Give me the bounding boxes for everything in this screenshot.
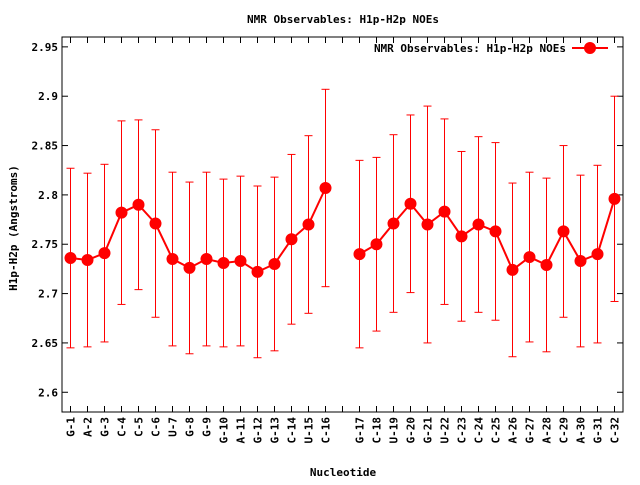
x-tick-label: G-1: [65, 417, 78, 437]
x-tick-label: G-12: [252, 417, 265, 444]
chart-title: NMR Observables: H1p-H2p NOEs: [247, 13, 439, 26]
data-point: [285, 233, 298, 246]
data-point: [353, 248, 366, 261]
x-tick-label: G-21: [422, 417, 435, 444]
data-point: [404, 197, 417, 210]
x-tick-label: U-15: [303, 417, 316, 444]
y-axis-label: H1p-H2p (Angstroms): [7, 165, 20, 291]
data-point: [421, 218, 434, 231]
x-tick-label: C-14: [286, 417, 299, 444]
x-tick-label: C-29: [558, 417, 571, 444]
x-tick-label: U-7: [167, 417, 180, 437]
data-point: [115, 206, 128, 219]
x-tick-label: C-32: [609, 417, 622, 444]
data-point: [217, 256, 230, 269]
data-point: [98, 247, 111, 260]
data-point: [574, 255, 587, 268]
plot-frame: [61, 36, 624, 413]
data-point: [166, 253, 179, 266]
x-tick-label: U-19: [388, 417, 401, 444]
x-tick-label: C-4: [116, 417, 129, 437]
x-tick-label: A-26: [507, 417, 520, 444]
y-tick-label: 2.8: [38, 189, 58, 202]
data-point: [251, 265, 264, 278]
y-tick-label: 2.7: [38, 288, 58, 301]
data-point: [200, 253, 213, 266]
data-point: [455, 230, 468, 243]
data-point: [149, 217, 162, 230]
y-tick-label: 2.95: [32, 41, 59, 54]
legend-label: NMR Observables: H1p-H2p NOEs: [374, 42, 566, 55]
x-tick-label: C-24: [473, 417, 486, 444]
data-point: [591, 248, 604, 261]
y-tick-label: 2.85: [32, 140, 59, 153]
error-bars: [66, 88, 619, 359]
data-point: [438, 205, 451, 218]
data-point: [540, 258, 553, 271]
data-point: [64, 252, 77, 265]
legend: NMR Observables: H1p-H2p NOEs: [374, 42, 608, 55]
data-point: [523, 251, 536, 264]
x-tick-label: C-16: [320, 417, 333, 444]
x-tick-label: C-5: [133, 417, 146, 437]
series-line: [70, 187, 327, 274]
x-tick-label: G-9: [201, 417, 214, 437]
x-tick-label: G-13: [269, 417, 282, 444]
x-tick-label: C-18: [371, 417, 384, 444]
x-tick-label: G-20: [405, 417, 418, 444]
x-tick-label: G-3: [99, 417, 112, 437]
x-axis-label: Nucleotide: [310, 466, 377, 479]
y-tick-label: 2.75: [32, 238, 59, 251]
x-tick-label: U-22: [439, 417, 452, 444]
data-point: [302, 218, 315, 231]
data-point: [387, 217, 400, 230]
data-point: [489, 225, 502, 238]
data-point: [81, 254, 94, 267]
data-point: [183, 261, 196, 274]
data-point: [268, 257, 281, 270]
data-point: [319, 181, 332, 194]
data-point: [234, 255, 247, 268]
x-tick-label: C-23: [456, 417, 469, 444]
y-tick-label: 2.9: [38, 90, 58, 103]
series-points: [64, 181, 621, 278]
x-axis-ticks: G-1 A-2 G-3 C-4 C-5 C-6 U-7 G-8 G-9 G-10 A-11 G-12 G…: [65, 37, 622, 444]
series-line: [358, 198, 616, 272]
data-point: [557, 225, 570, 238]
data-point: [506, 263, 519, 276]
x-tick-label: A-11: [235, 417, 248, 444]
y-tick-label: 2.65: [32, 337, 59, 350]
data-point: [132, 198, 145, 211]
x-tick-label: C-25: [490, 417, 503, 444]
series-lines: [70, 187, 616, 274]
x-tick-label: G-27: [524, 417, 537, 444]
x-tick-label: G-31: [592, 417, 605, 444]
legend-marker: [584, 42, 596, 54]
data-point: [472, 218, 485, 231]
x-tick-label: C-6: [150, 417, 163, 437]
x-tick-label: A-2: [82, 417, 95, 437]
data-point: [608, 192, 621, 205]
x-tick-label: G-8: [184, 417, 197, 437]
x-tick-label: A-30: [575, 417, 588, 444]
x-tick-label: G-17: [354, 417, 367, 444]
data-point: [370, 238, 383, 251]
y-tick-label: 2.6: [38, 386, 58, 399]
x-tick-label: A-28: [541, 417, 554, 444]
y-axis-ticks: 2.6 2.65 2.7 2.75 2.8 2.85 2.9 2.95: [32, 41, 623, 399]
x-tick-label: G-10: [218, 417, 231, 444]
